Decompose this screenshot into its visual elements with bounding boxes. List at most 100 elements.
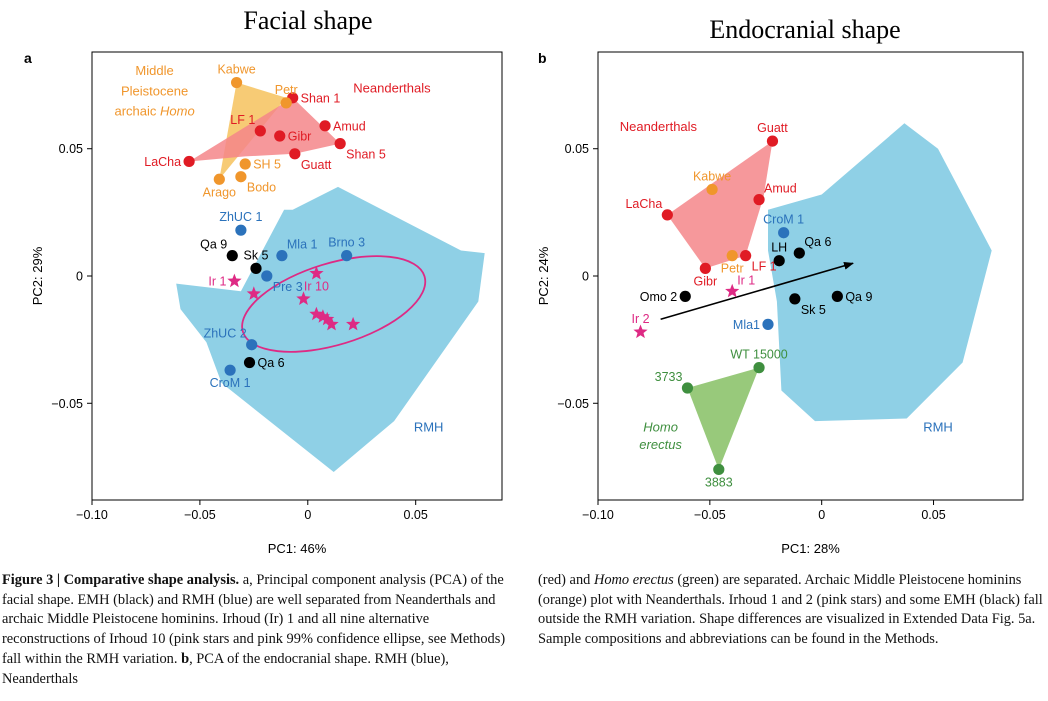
panel-a-point-label: Shan 1 [301,91,341,105]
panel-a-point-irhoud-star [309,306,324,321]
panel-b-shape-arrow [660,261,854,321]
panel-a-point-rmh [246,339,258,351]
caption-left-text-2: , PCA of the endocranial shape. RMH (blu… [2,650,449,687]
panel-a-point-neanderthals [319,120,331,132]
panel-a-point-irhoud-star [315,309,330,323]
panel-b-x-axis-label: PC1: 28% [781,541,840,556]
panel-a-point-irhoud-star [227,273,242,288]
panel-a-point-label: Mla 1 [287,238,318,252]
panel-a-point-rmh [224,364,236,376]
panel-a-x-tick-label: 0 [304,508,311,522]
panel-b-y-tick-label: −0.05 [557,397,589,411]
panel-b-point-label: Gibr [694,274,718,288]
panel-a-point-irhoud-star [320,311,335,326]
panel-a-point-middle-pleistocene-archaic-homo [213,173,225,185]
panel-b-x-tick-label: −0.05 [694,508,726,522]
panel-b-point-label: 3733 [655,370,683,384]
panel-b-point-irhoud-star [725,283,740,298]
panel-a-point-neanderthals [274,130,286,142]
panel-b-point-label: Guatt [757,121,788,135]
panel-b-point-rmh [778,227,790,239]
caption-left-text-1: a, Principal component analysis (PCA) of… [2,572,506,667]
panel-b-point-emh [773,255,785,267]
panel-b-point-label: WT 15000 [730,348,787,362]
panel-a-x-axis-label: PC1: 46% [268,541,327,556]
panel-b-point-neanderthals [699,262,711,274]
panel-a-point-label: Brno 3 [328,236,365,250]
panel-b-point-label: Omo 2 [640,290,678,304]
panel-a-annotation: Middle [135,63,173,78]
panel-a-point-rmh [261,270,273,282]
panel-b-point-label: LaCha [625,197,662,211]
panel-b-point-neanderthals [753,194,765,206]
panel-a-point-irhoud-star [324,316,339,331]
panel-a-point-label: ZhUC 2 [204,327,247,341]
panel-a-point-rmh [341,250,353,262]
panel-b-point-homo-erectus [753,362,765,374]
panel-a-annotation: Pleistocene [121,83,188,98]
panel-b-point-emh [679,290,691,302]
panel-b-annotation: erectus [639,437,682,452]
panel-a-point-emh [243,356,256,369]
panel-b-point-neanderthals [740,250,752,262]
panel-b-annotation: RMH [923,419,953,434]
panel-a-point-middle-pleistocene-archaic-homo [280,97,292,109]
panel-a-y-tick-label: −0.05 [51,397,83,411]
panel-a-point-rmh [276,250,288,262]
panel-a-y-tick-label: 0 [76,270,83,284]
panel-a-point-neanderthals [254,125,266,137]
panel-b-y-tick-label: 0 [582,270,589,284]
panel-a-point-irhoud-star [246,286,261,300]
panel-a-y-axis-label: PC2: 29% [30,246,45,305]
panel-b-point-label: Amud [764,182,797,196]
panel-a-annotation: archaic Homo [114,104,194,119]
panel-a-point-label: Bodo [247,181,276,195]
panel-a-point-emh [226,250,238,262]
panel-a-point-label: Guatt [301,158,332,172]
panel-a-point-label: LaCha [144,155,181,169]
panel-b-point-emh [793,247,805,259]
panel-a-annotation: Neanderthals [353,81,431,96]
panel-b-point-homo-erectus [681,382,694,394]
panel-b-point-homo-erectus [713,463,725,476]
panel-a-x-tick-label: −0.10 [76,508,108,522]
panel-b-point-label: Qa 6 [804,235,831,249]
panel-b-annotation: Homo [643,419,678,434]
caption-right-text-1: (red) and [538,572,594,588]
panel-a-plot: −0.10 −0.05 0 0.05 −0.05 0 0.05 PC1: 46% PC2: 29… [30,51,503,556]
caption-right-italic: Homo erectus [593,572,674,588]
panel-b-point-label: Ir 2 [631,312,649,326]
panel-b-point-middle-pleistocene-archaic-homo [726,250,738,262]
caption-b-label: b [181,650,190,667]
panel-a-point-label: ZhUC 1 [219,210,262,224]
panel-a-region-rmh [176,186,485,472]
panel-a-title: Facial shape [243,6,373,35]
panel-b-point-label: CroM 1 [763,213,804,227]
panel-a-point-middle-pleistocene-archaic-homo [235,171,247,183]
panel-b-point-label: Kabwe [693,169,731,183]
panel-a-point-irhoud-star [346,316,361,331]
panel-a-point-label: Petr [275,83,298,97]
panel-a-point-neanderthals [334,138,346,150]
panel-a-confidence-ellipse [241,255,427,353]
panel-a-point-label: Qa 6 [258,356,285,370]
panel-b-point-neanderthals [766,135,779,147]
panel-a-y-tick-label: 0.05 [59,142,83,156]
panel-a-point-label: Kabwe [217,63,255,77]
caption-left: Figure 3 | Comparative shape analysis. a… [2,571,516,689]
panel-a-point-label: Sk 5 [243,248,268,262]
panel-a-point-irhoud-star [309,266,324,280]
panel-b-point-label: LF 1 [752,260,777,274]
panel-a-point-middle-pleistocene-archaic-homo [230,76,243,89]
panel-b-y-axis-label: PC2: 24% [536,246,551,305]
panel-b-point-label: Sk 5 [801,303,826,317]
panel-a-point-label: LF 1 [230,113,255,127]
panel-b-x-tick-label: 0.05 [921,508,945,522]
panel-a-point-middle-pleistocene-archaic-homo [239,158,251,170]
panel-a-point-label: Pre 3 [273,280,303,294]
panel-a-x-tick-label: 0.05 [404,508,428,522]
panel-a-point-label: Qa 9 [200,238,227,252]
panel-b-point-label: Qa 9 [845,290,872,304]
panel-a-point-irhoud-star [296,291,311,305]
panel-b-point-irhoud-star [633,324,648,339]
